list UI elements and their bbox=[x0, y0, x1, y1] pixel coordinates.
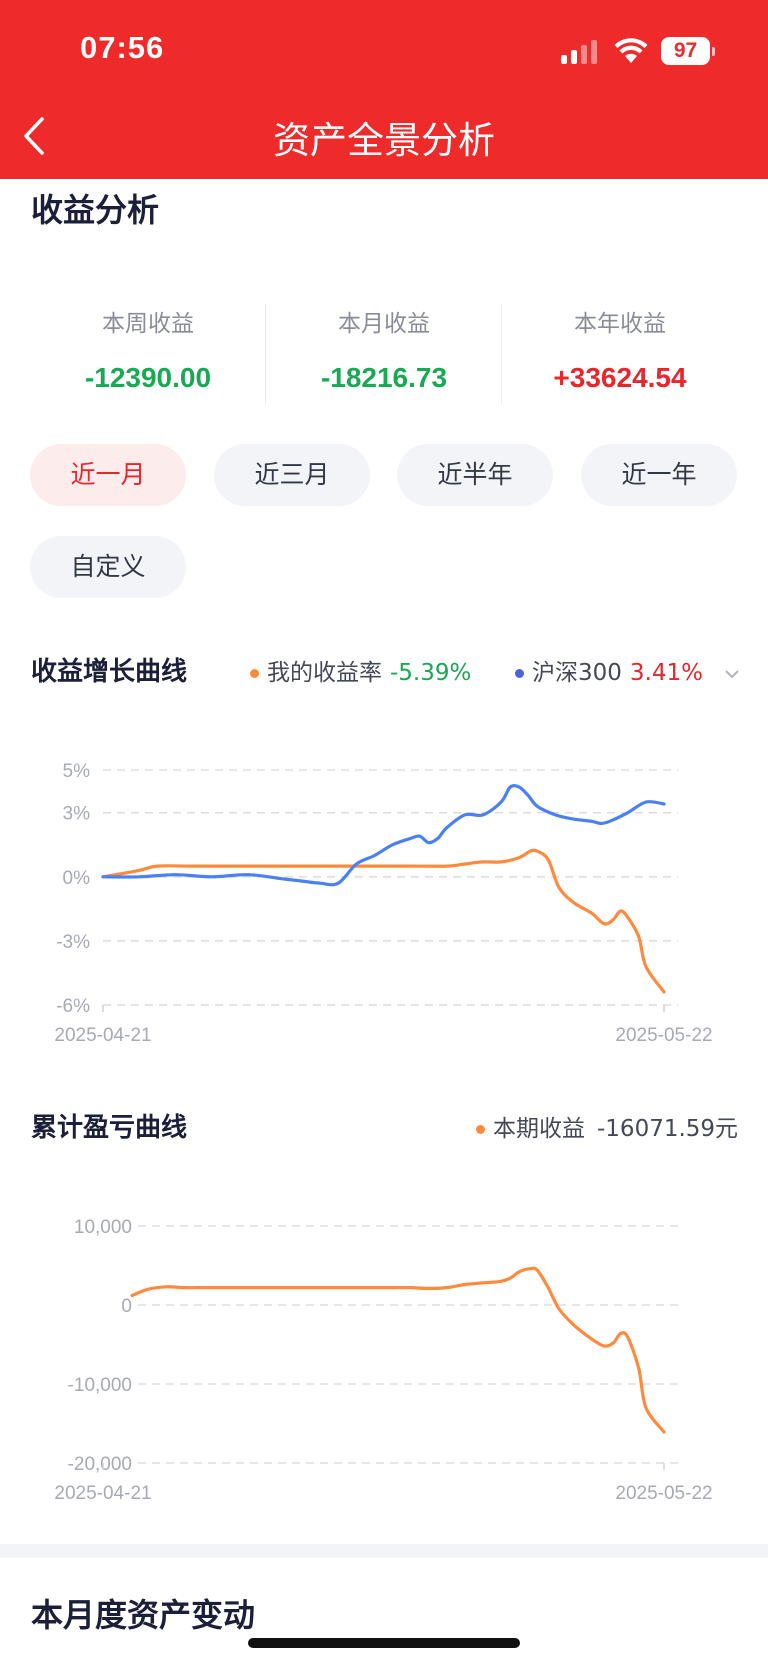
growth-legend-index[interactable]: 沪深300 3.41% bbox=[515, 653, 740, 687]
pnl-legend: 本期收益 -16071.59元 bbox=[476, 1109, 738, 1143]
stat-label: 本月收益 bbox=[338, 311, 430, 337]
orange-dot-icon bbox=[250, 669, 259, 678]
y-tick-label: -20,000 bbox=[68, 1454, 132, 1475]
x-tick-label: 2025-04-21 bbox=[54, 1025, 151, 1045]
stat-divider bbox=[265, 304, 266, 404]
legend-label: 本期收益 bbox=[493, 1116, 585, 1142]
income-analysis-title: 收益分析 bbox=[31, 191, 160, 229]
series-line bbox=[130, 1266, 666, 1434]
pnl-chart: 10,000 0 -10,000 -20,000 2025-04-21 2025-05-2… bbox=[54, 1217, 712, 1504]
period-tab-1-year[interactable]: 近一年 bbox=[581, 444, 737, 506]
page-title: 资产全景分析 bbox=[273, 119, 495, 162]
y-tick-label: 0% bbox=[63, 868, 91, 889]
section-divider bbox=[0, 1544, 768, 1558]
home-indicator bbox=[248, 1638, 520, 1648]
stat-label: 本年收益 bbox=[574, 311, 666, 337]
pnl-chart-title: 累计盈亏曲线 bbox=[31, 1113, 188, 1143]
growth-chart-title: 收益增长曲线 bbox=[31, 657, 188, 687]
legend-value: -5.39% bbox=[390, 660, 472, 686]
y-tick-label: 5% bbox=[63, 761, 91, 782]
y-tick-label: -6% bbox=[56, 996, 90, 1017]
blue-dot-icon bbox=[515, 669, 524, 678]
stat-value: -12390.00 bbox=[84, 362, 212, 393]
battery-level: 97 bbox=[661, 37, 710, 65]
back-button[interactable] bbox=[18, 112, 58, 160]
chevron-down-icon bbox=[725, 669, 740, 678]
battery-icon: 97 bbox=[661, 37, 715, 65]
stat-month: 本月收益 -18216.73 bbox=[266, 300, 502, 404]
y-tick-label: -3% bbox=[56, 932, 90, 953]
y-tick-label: 0 bbox=[121, 1296, 132, 1317]
stat-divider bbox=[501, 304, 502, 404]
x-tick-label: 2025-05-22 bbox=[615, 1483, 712, 1504]
growth-chart: 5% 3% 0% -3% -6% 2025-04-21 2025-05-22 bbox=[54, 761, 712, 1045]
y-tick-label: -10,000 bbox=[68, 1375, 132, 1396]
legend-label: 沪深300 bbox=[532, 660, 622, 686]
wifi-icon bbox=[614, 38, 648, 63]
income-stats: 本周收益 -12390.00 本月收益 -18216.73 本年收益 +3362… bbox=[30, 300, 738, 404]
period-tab-half-year[interactable]: 近半年 bbox=[397, 444, 553, 506]
y-tick-label: 10,000 bbox=[74, 1217, 132, 1238]
period-tab-3-months[interactable]: 近三月 bbox=[214, 444, 370, 506]
series-line bbox=[101, 848, 666, 994]
legend-value: -16071.59元 bbox=[597, 1116, 739, 1142]
period-tab-custom[interactable]: 自定义 bbox=[30, 536, 186, 598]
stat-year: 本年收益 +33624.54 bbox=[502, 300, 738, 404]
header-bar: 07:56 97 资产全景分析 bbox=[0, 0, 768, 179]
chevron-left-icon bbox=[24, 117, 44, 155]
x-tick-label: 2025-05-22 bbox=[615, 1025, 712, 1045]
asset-change-title: 本月度资产变动 bbox=[31, 1596, 256, 1634]
status-time: 07:56 bbox=[80, 30, 165, 65]
stat-value: -18216.73 bbox=[320, 362, 448, 393]
period-tab-1-month[interactable]: 近一月 bbox=[30, 444, 186, 506]
legend-value: 3.41% bbox=[629, 660, 703, 686]
series-line bbox=[101, 784, 666, 887]
growth-legend-mine: 我的收益率 -5.39% bbox=[250, 653, 471, 687]
legend-label: 我的收益率 bbox=[267, 660, 382, 686]
x-tick-label: 2025-04-21 bbox=[54, 1483, 151, 1504]
orange-dot-icon bbox=[476, 1125, 485, 1134]
y-tick-label: 3% bbox=[63, 804, 91, 825]
stat-value: +33624.54 bbox=[553, 362, 687, 393]
signal-icon bbox=[561, 40, 601, 64]
stat-label: 本周收益 bbox=[102, 311, 194, 337]
stat-week: 本周收益 -12390.00 bbox=[30, 300, 266, 404]
